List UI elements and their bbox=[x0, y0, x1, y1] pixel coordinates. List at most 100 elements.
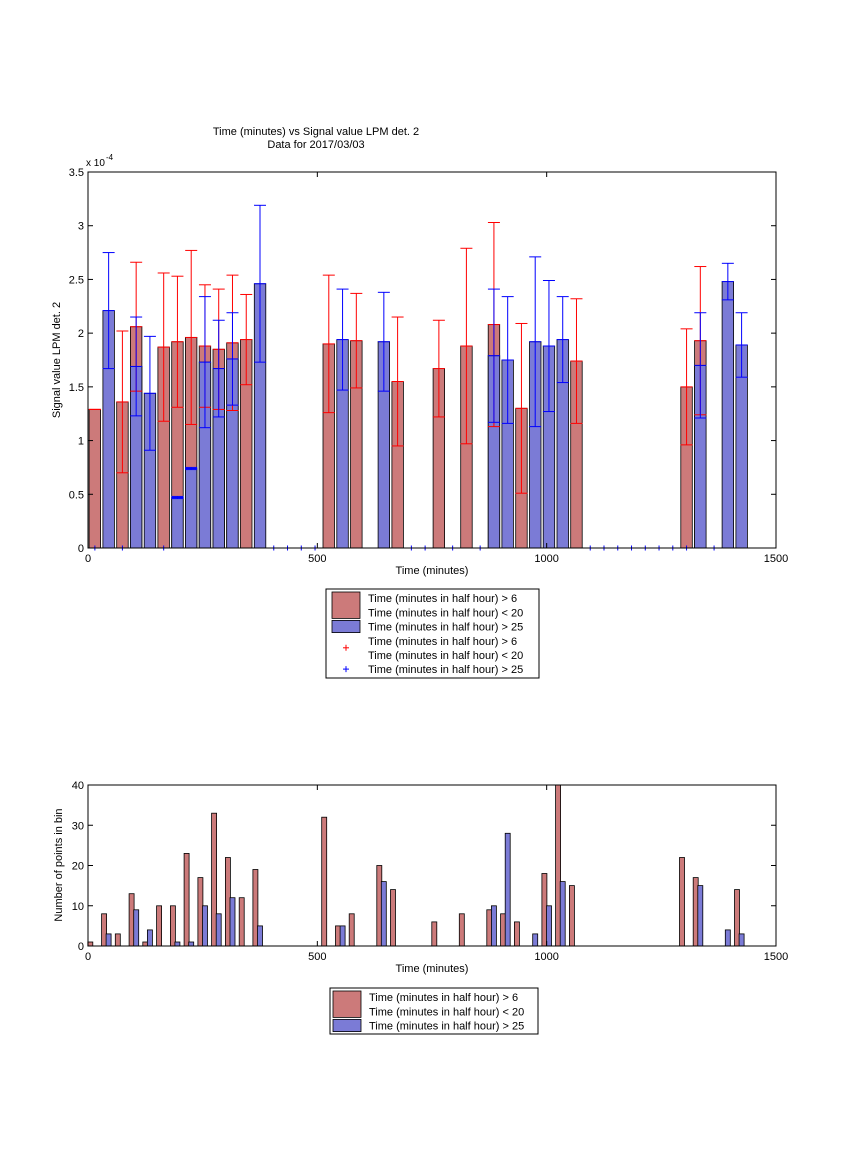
y-tick-label: 40 bbox=[72, 780, 84, 792]
bar-s1-12 bbox=[504, 832, 511, 947]
signal-error-bars bbox=[88, 204, 748, 500]
bar-s0-19 bbox=[458, 913, 465, 947]
bar-s0-18 bbox=[431, 921, 438, 947]
error-bar-s0-18 bbox=[680, 328, 693, 446]
legend-item-5: Time (minutes in half hour) > 25 bbox=[343, 664, 523, 676]
y-exponent: -4 bbox=[106, 153, 114, 162]
error-bar-s1-12 bbox=[501, 296, 514, 424]
error-bar-s1-11 bbox=[487, 288, 500, 423]
legend-label: Time (minutes in half hour) > 6 bbox=[368, 636, 517, 648]
error-bar-s1-18 bbox=[735, 312, 748, 378]
x-tick-label: 1500 bbox=[764, 553, 788, 565]
legend-swatch bbox=[331, 620, 361, 634]
bar-s1-17 bbox=[721, 281, 734, 549]
error-bar-s0-1 bbox=[116, 330, 129, 474]
error-bar-s0-16 bbox=[515, 322, 528, 494]
error-bar-s1-16 bbox=[694, 312, 707, 419]
plot-frame bbox=[87, 171, 777, 549]
bar-s0-2 bbox=[114, 933, 121, 947]
x-tick-label: 500 bbox=[308, 553, 326, 565]
error-bar-s1-7 bbox=[226, 312, 239, 406]
error-bar-s1-2 bbox=[143, 335, 156, 451]
bar-s1-3 bbox=[174, 941, 181, 947]
bar-s1-16 bbox=[697, 885, 704, 947]
legend-label: Time (minutes in half hour) < 20 bbox=[369, 1006, 524, 1018]
bar-s1-7 bbox=[229, 897, 236, 947]
y-tick-label: 1.5 bbox=[69, 382, 84, 394]
legend-item-1: Time (minutes in half hour) < 20 bbox=[369, 1006, 524, 1018]
error-bar-s1-17 bbox=[721, 262, 734, 301]
x-axis-label: Time (minutes) bbox=[396, 565, 469, 577]
bar-s1-0 bbox=[105, 933, 112, 947]
x-tick-label: 0 bbox=[85, 553, 91, 565]
legend-item-4: Time (minutes in half hour) < 20 bbox=[368, 650, 523, 662]
bar-s0-0 bbox=[87, 941, 94, 947]
bar-s1-9 bbox=[339, 925, 346, 947]
axis-ticks: 0 500 1000 1500 0 0.5 1 1.5 2 2.5 3 3.5 bbox=[69, 167, 789, 565]
legend: Time (minutes in half hour) > 6 Time (min… bbox=[325, 588, 540, 679]
error-bar-s0-3 bbox=[157, 272, 170, 422]
legend: Time (minutes in half hour) > 6 Time (min… bbox=[329, 987, 539, 1035]
legend-label: Time (minutes in half hour) > 25 bbox=[368, 664, 523, 676]
error-bar-s0-14 bbox=[460, 247, 473, 445]
bar-s0-13 bbox=[321, 816, 328, 947]
error-bar-s1-6 bbox=[212, 319, 225, 418]
y-tick-label: 3 bbox=[78, 221, 84, 233]
error-bar-s0-4 bbox=[171, 275, 184, 408]
bar-s0-22 bbox=[514, 921, 520, 947]
axis-ticks: 0 500 1000 1500 0 10 20 30 40 bbox=[72, 780, 788, 963]
y-tick-label: 1 bbox=[78, 436, 84, 448]
bar-s1-1 bbox=[133, 909, 140, 947]
legend-swatch bbox=[332, 990, 362, 1018]
bar-s0-26 bbox=[679, 857, 685, 947]
error-bar-s0-9 bbox=[240, 293, 253, 386]
y-tick-label: 2.5 bbox=[69, 274, 84, 286]
bar-s1-14 bbox=[546, 905, 552, 947]
bar-s0-11 bbox=[238, 897, 245, 947]
legend-box bbox=[329, 987, 539, 1035]
error-bar-s1-0 bbox=[102, 252, 115, 370]
error-bar-s1-14 bbox=[542, 280, 555, 413]
legend-label: Time (minutes in half hour) > 6 bbox=[368, 593, 517, 605]
legend-label: Time (minutes in half hour) > 6 bbox=[369, 992, 518, 1004]
x-axis-label: Time (minutes) bbox=[396, 963, 469, 975]
bar-s1-3 bbox=[171, 497, 184, 549]
legend-swatch bbox=[331, 591, 361, 619]
bar-s1-15 bbox=[559, 881, 566, 947]
y-exponent-label: x 10 bbox=[86, 158, 105, 169]
y-tick-label: 0 bbox=[78, 941, 84, 953]
count-bars bbox=[87, 784, 745, 947]
y-tick-label: 2 bbox=[78, 328, 84, 340]
legend-box bbox=[325, 588, 540, 679]
legend-label: Time (minutes in half hour) < 20 bbox=[368, 607, 523, 619]
y-axis-label: Number of points in bin bbox=[53, 808, 65, 921]
x-tick-label: 0 bbox=[85, 951, 91, 963]
legend-item-2: Time (minutes in half hour) > 25 bbox=[332, 1019, 524, 1033]
error-bar-s1-1 bbox=[130, 316, 143, 417]
y-tick-label: 30 bbox=[72, 820, 84, 832]
y-tick-label: 3.5 bbox=[69, 167, 84, 179]
bar-s0-15 bbox=[348, 913, 355, 947]
bar-s0-5 bbox=[156, 905, 163, 947]
error-bar-s0-11 bbox=[350, 292, 363, 389]
x-tick-label: 1000 bbox=[534, 553, 558, 565]
bar-s1-13 bbox=[532, 933, 539, 947]
legend-item-1: Time (minutes in half hour) < 20 bbox=[368, 607, 523, 619]
bar-s1-10 bbox=[380, 881, 387, 947]
bar-s1-4 bbox=[184, 468, 198, 549]
bar-s1-5 bbox=[202, 905, 208, 947]
chart-title: Time (minutes) vs Signal value LPM det. … bbox=[213, 126, 419, 138]
error-bar-s0-5 bbox=[185, 249, 198, 425]
error-bar-s1-3 bbox=[171, 495, 184, 500]
bar-s0-0 bbox=[88, 408, 101, 549]
x-tick-label: 1000 bbox=[534, 951, 558, 963]
error-bar-s0-13 bbox=[432, 319, 445, 418]
legend-label: Time (minutes in half hour) > 25 bbox=[369, 1021, 524, 1033]
error-bar-s1-15 bbox=[556, 296, 569, 384]
legend-label: Time (minutes in half hour) < 20 bbox=[368, 650, 523, 662]
bar-s1-6 bbox=[215, 913, 222, 947]
legend-item-0: Time (minutes in half hour) > 6 bbox=[331, 591, 517, 619]
bar-s0-17 bbox=[390, 889, 396, 947]
error-bar-s1-13 bbox=[529, 256, 542, 428]
y-tick-label: 10 bbox=[72, 901, 84, 913]
